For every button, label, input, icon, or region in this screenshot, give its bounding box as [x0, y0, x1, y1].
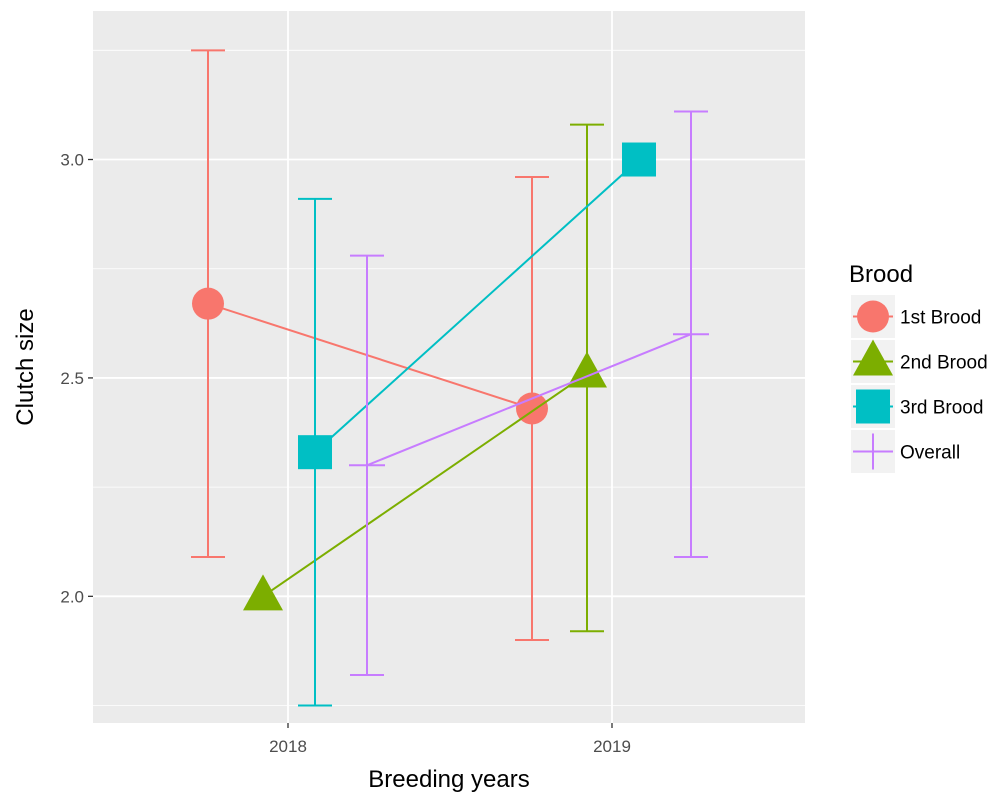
- series-overall: [349, 110, 709, 676]
- legend-key-triangle: [853, 339, 893, 376]
- y-axis-title: Clutch size: [12, 308, 39, 425]
- legend-label: 3rd Brood: [900, 398, 983, 419]
- plot-panel: [93, 11, 805, 723]
- data-point-plus: [673, 316, 709, 353]
- data-point-circle: [192, 287, 224, 320]
- legend: Brood 1st Brood 2nd Brood 3rd Brood Overall: [849, 261, 988, 473]
- series-line: [366, 333, 692, 467]
- data-point-triangle: [567, 351, 607, 388]
- legend-item: 1st Brood: [851, 295, 981, 338]
- data-point-square: [298, 435, 332, 470]
- legend-title: Brood: [849, 261, 913, 288]
- data-point-triangle: [243, 574, 283, 611]
- series-layer: [191, 49, 709, 707]
- x-tick-label: 2019: [593, 737, 631, 756]
- y-tick-label: 3.0: [60, 151, 84, 170]
- legend-key-square: [856, 389, 890, 424]
- y-tick-label: 2.0: [60, 587, 84, 606]
- legend-key-plus: [855, 433, 891, 470]
- y-axis: 2.0 2.5 3.0: [60, 151, 93, 606]
- y-tick-label: 2.5: [60, 369, 84, 388]
- data-point-plus: [349, 447, 385, 484]
- series-line: [207, 302, 533, 410]
- legend-key-circle: [857, 300, 889, 333]
- legend-label: Overall: [900, 443, 960, 464]
- legend-item: 3rd Brood: [851, 385, 983, 428]
- series-2nd-brood: [243, 123, 607, 633]
- legend-item: Overall: [851, 430, 960, 473]
- series-line: [262, 372, 588, 598]
- legend-label: 2nd Brood: [900, 353, 988, 374]
- legend-label: 1st Brood: [900, 308, 981, 329]
- data-point-square: [622, 142, 656, 177]
- series-3rd-brood: [298, 142, 656, 707]
- x-axis-title: Breeding years: [368, 766, 529, 793]
- series-line: [314, 158, 640, 453]
- x-axis: 2018 2019: [269, 723, 631, 756]
- x-tick-label: 2018: [269, 737, 307, 756]
- series-1st-brood: [191, 49, 549, 642]
- legend-item: 2nd Brood: [851, 339, 988, 383]
